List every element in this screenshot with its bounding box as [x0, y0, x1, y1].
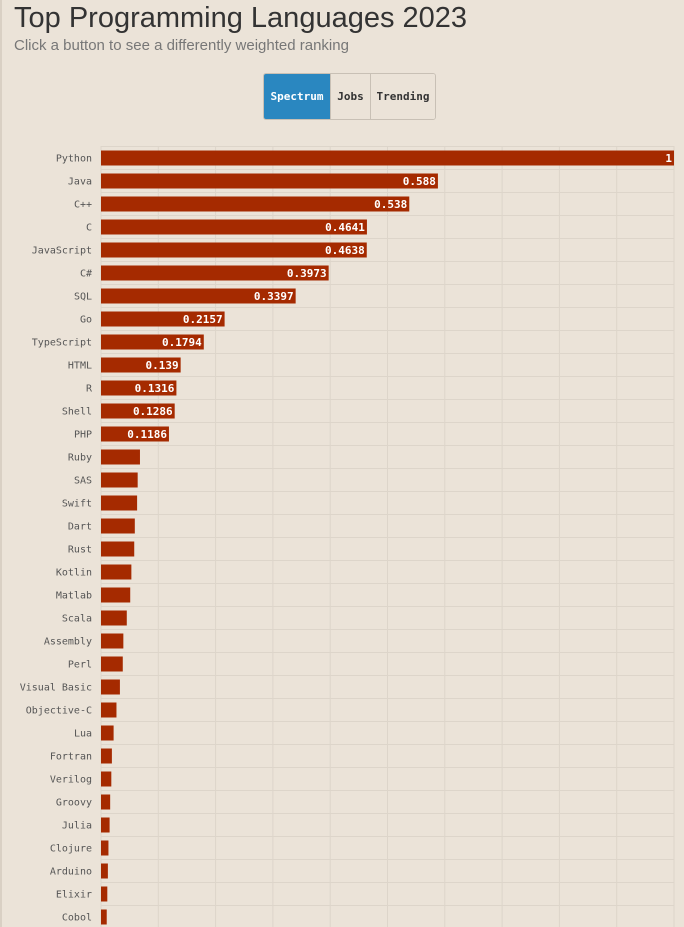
bar	[101, 725, 114, 741]
bars	[101, 150, 674, 925]
category-label: Arduino	[50, 867, 92, 878]
ranking-button-group: Spectrum Jobs Trending	[263, 73, 436, 120]
bar	[101, 380, 177, 396]
bar	[101, 449, 140, 465]
value-label: 0.4641	[325, 221, 365, 234]
category-label: SQL	[74, 292, 92, 303]
category-label: Objective-C	[26, 706, 92, 717]
bar	[101, 242, 367, 258]
value-label: 0.4638	[325, 244, 365, 257]
bar	[101, 564, 132, 580]
category-label: Cobol	[62, 913, 92, 924]
category-label: Java	[68, 177, 92, 188]
bar	[101, 518, 135, 534]
value-label: 0.538	[374, 198, 407, 211]
value-label: 0.3973	[287, 267, 327, 280]
bar	[101, 357, 181, 373]
category-label: Shell	[62, 407, 92, 418]
bar	[101, 748, 112, 764]
category-label: HTML	[68, 361, 92, 372]
category-labels: Python Java C++ C JavaScript C# SQL Go TypeScrip…	[20, 154, 93, 924]
page-left-border	[0, 0, 2, 927]
value-label: 0.1316	[135, 382, 175, 395]
bar	[101, 472, 138, 488]
bar	[101, 771, 112, 787]
page-title: Top Programming Languages 2023	[14, 2, 468, 34]
category-label: Julia	[62, 821, 92, 832]
bar	[101, 541, 135, 557]
category-label: R	[86, 384, 93, 395]
value-label: 0.588	[403, 175, 436, 188]
bar	[101, 426, 169, 442]
category-label: PHP	[74, 430, 92, 441]
bar	[101, 817, 110, 833]
bar	[101, 587, 131, 603]
page-subtitle: Click a button to see a differently weig…	[14, 37, 349, 54]
grid-lines	[100, 146, 675, 927]
trending-button[interactable]: Trending	[370, 74, 435, 119]
category-label: Rust	[68, 545, 92, 556]
category-label: C	[86, 223, 92, 234]
value-label: 0.1794	[162, 336, 202, 349]
category-label: Ruby	[68, 453, 92, 464]
bar	[101, 840, 109, 856]
value-label: 0.3397	[254, 290, 294, 303]
category-label: Dart	[68, 522, 92, 533]
bar	[101, 702, 117, 718]
bar	[101, 311, 225, 327]
bar	[101, 265, 329, 281]
bar	[101, 334, 204, 350]
category-label: Lua	[74, 729, 92, 740]
category-label: Visual Basic	[20, 683, 92, 694]
bar	[101, 219, 367, 235]
category-label: Verilog	[50, 775, 92, 786]
bar	[101, 150, 674, 166]
category-label: Go	[80, 315, 92, 326]
category-label: Fortran	[50, 752, 92, 763]
category-label: JavaScript	[32, 246, 92, 257]
category-label: C#	[80, 269, 92, 280]
category-label: Scala	[62, 614, 92, 625]
category-label: Python	[56, 154, 92, 165]
value-label: 0.1186	[127, 428, 167, 441]
category-label: Assembly	[44, 637, 92, 648]
category-label: SAS	[74, 476, 92, 487]
bar	[101, 403, 175, 419]
value-labels: 1 0.588 0.538 0.4641 0.4638 0.3973 0.3397 0.215…	[127, 152, 672, 441]
category-label: Groovy	[56, 798, 92, 809]
category-label: Kotlin	[56, 568, 92, 579]
value-label: 0.139	[146, 359, 179, 372]
jobs-button[interactable]: Jobs	[330, 74, 370, 119]
value-label: 1	[665, 152, 672, 165]
bar	[101, 633, 124, 649]
bar	[101, 909, 107, 925]
category-label: Elixir	[56, 890, 92, 901]
bar	[101, 196, 410, 212]
spectrum-button[interactable]: Spectrum	[264, 74, 330, 119]
bar	[101, 610, 127, 626]
category-label: C++	[74, 200, 92, 211]
value-label: 0.1286	[133, 405, 173, 418]
bar	[101, 288, 296, 304]
bar	[101, 656, 123, 672]
category-label: Clojure	[50, 844, 92, 855]
category-label: Swift	[62, 499, 92, 510]
category-label: Matlab	[56, 591, 92, 602]
bar	[101, 495, 138, 511]
value-label: 0.2157	[183, 313, 223, 326]
bar	[101, 886, 108, 902]
category-label: TypeScript	[32, 338, 92, 349]
bar	[101, 863, 108, 879]
bar	[101, 794, 111, 810]
bar	[101, 173, 438, 189]
category-label: Perl	[68, 660, 92, 671]
bar	[101, 679, 120, 695]
